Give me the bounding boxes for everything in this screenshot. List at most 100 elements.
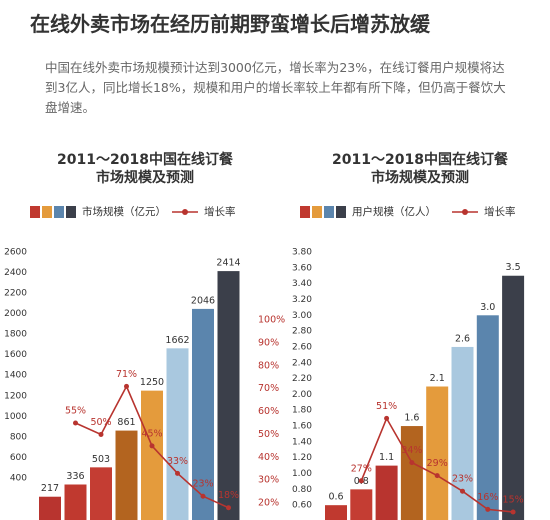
page-text: 中国在线外卖市场规模预计达到3000亿元，增长率为23%，在线订餐用户规模将达到… xyxy=(45,60,506,115)
y-tick-label: 800 xyxy=(10,432,27,442)
y-tick-label: 2.20 xyxy=(292,374,312,384)
value-label: 1.6 xyxy=(404,413,419,424)
y2-tick-label: 50% xyxy=(258,429,279,440)
bar xyxy=(400,426,423,520)
chart-title: 市场规模及预测 xyxy=(96,169,194,186)
y2-tick-label: 40% xyxy=(258,452,279,463)
bar xyxy=(90,467,112,520)
y2-tick-label: 100% xyxy=(258,315,285,326)
growth-point xyxy=(200,493,206,499)
y-tick-label: 2.00 xyxy=(292,390,312,400)
growth-point xyxy=(434,473,440,479)
bar xyxy=(426,386,449,520)
legend-label: 增长率 xyxy=(484,205,516,218)
growth-point xyxy=(149,443,155,449)
growth-point xyxy=(358,478,364,484)
growth-point xyxy=(485,506,491,512)
y-tick-label: 1.60 xyxy=(292,422,312,432)
y2-tick-label: 70% xyxy=(258,383,279,394)
y-tick-label: 2.80 xyxy=(292,327,312,337)
y-tick-label: 3.40 xyxy=(292,279,312,289)
y-tick-label: 600 xyxy=(10,453,27,463)
y-tick-label: 1000 xyxy=(4,412,27,422)
legend-label: 增长率 xyxy=(204,205,236,218)
value-label: 2.6 xyxy=(455,333,470,344)
value-label: 0.6 xyxy=(328,492,343,503)
growth-label: 51% xyxy=(376,401,397,412)
growth-label: 18% xyxy=(218,490,239,501)
growth-point xyxy=(98,431,104,437)
value-label: 2414 xyxy=(216,258,240,269)
bar xyxy=(115,430,138,520)
growth-point xyxy=(124,383,129,389)
y-tick-label: 1400 xyxy=(4,371,27,381)
growth-label: 23% xyxy=(192,479,213,490)
growth-label: 45% xyxy=(141,428,162,439)
legend-swatches xyxy=(30,206,478,218)
y-tick-label: 400 xyxy=(10,473,27,483)
value-label: 503 xyxy=(92,454,110,465)
value-label: 1662 xyxy=(165,335,189,346)
bar xyxy=(166,348,189,520)
y-tick-label: 1.40 xyxy=(292,437,312,447)
y2-tick-label: 20% xyxy=(258,498,279,509)
value-label: 3.0 xyxy=(480,302,495,313)
bar xyxy=(141,390,163,520)
y-tick-label: 1.80 xyxy=(292,406,312,416)
legend-label: 市场规模（亿元） xyxy=(82,205,166,218)
y-tick-label: 1.20 xyxy=(292,453,312,463)
bar xyxy=(451,346,474,520)
y-tick-label: 1200 xyxy=(4,391,27,401)
bar xyxy=(350,489,373,520)
page-title: 在线外卖市场在经历前期野蛮增长后增苏放缓 xyxy=(30,12,430,36)
y2-tick-label: 30% xyxy=(258,475,279,486)
growth-point xyxy=(73,420,78,426)
legend-label: 用户规模（亿人） xyxy=(352,205,436,218)
bar xyxy=(325,505,347,520)
chart-title: 2011～2018中国在线订餐 xyxy=(332,151,509,168)
growth-label: 29% xyxy=(427,458,448,469)
y-tick-label: 1800 xyxy=(4,330,27,340)
growth-point xyxy=(510,509,516,515)
growth-label: 34% xyxy=(401,445,422,456)
growth-label: 55% xyxy=(65,406,86,417)
growth-point xyxy=(175,470,180,476)
y-tick-label: 2000 xyxy=(4,309,27,319)
bar xyxy=(375,465,398,520)
y2-tick-label: 90% xyxy=(258,337,279,348)
y-tick-label: 3.20 xyxy=(292,295,312,305)
y-tick-label: 0.60 xyxy=(292,501,312,511)
bar xyxy=(64,484,87,520)
y-tick-label: 3.80 xyxy=(292,248,312,258)
value-label: 861 xyxy=(117,417,135,428)
growth-label: 23% xyxy=(452,474,473,485)
growth-label: 71% xyxy=(116,369,137,380)
growth-point xyxy=(409,460,415,466)
y-tick-label: 3.60 xyxy=(292,263,312,273)
y-tick-label: 2200 xyxy=(4,289,27,299)
value-label: 217 xyxy=(41,483,59,494)
bar xyxy=(217,271,240,520)
y2-tick-label: 80% xyxy=(258,360,279,371)
y-tick-label: 1.00 xyxy=(292,469,312,479)
y2-tick-label: 60% xyxy=(258,406,279,417)
value-label: 2.1 xyxy=(430,373,445,384)
growth-label: 27% xyxy=(351,463,372,474)
value-label: 3.5 xyxy=(506,262,521,273)
y-tick-label: 3.00 xyxy=(292,311,312,321)
y-tick-label: 2600 xyxy=(4,248,27,258)
chart-title: 市场规模及预测 xyxy=(371,169,469,186)
growth-point xyxy=(460,488,465,494)
value-label: 1250 xyxy=(140,377,164,388)
value-label: 2046 xyxy=(191,295,215,306)
value-label: 1.1 xyxy=(379,452,394,463)
growth-label: 50% xyxy=(90,417,111,428)
growth-label: 16% xyxy=(477,492,498,503)
bar xyxy=(502,275,525,520)
y-tick-label: 2.40 xyxy=(292,358,312,368)
chart-title: 2011～2018中国在线订餐 xyxy=(57,151,234,168)
growth-point xyxy=(226,505,231,511)
y-tick-label: 2400 xyxy=(4,268,27,278)
